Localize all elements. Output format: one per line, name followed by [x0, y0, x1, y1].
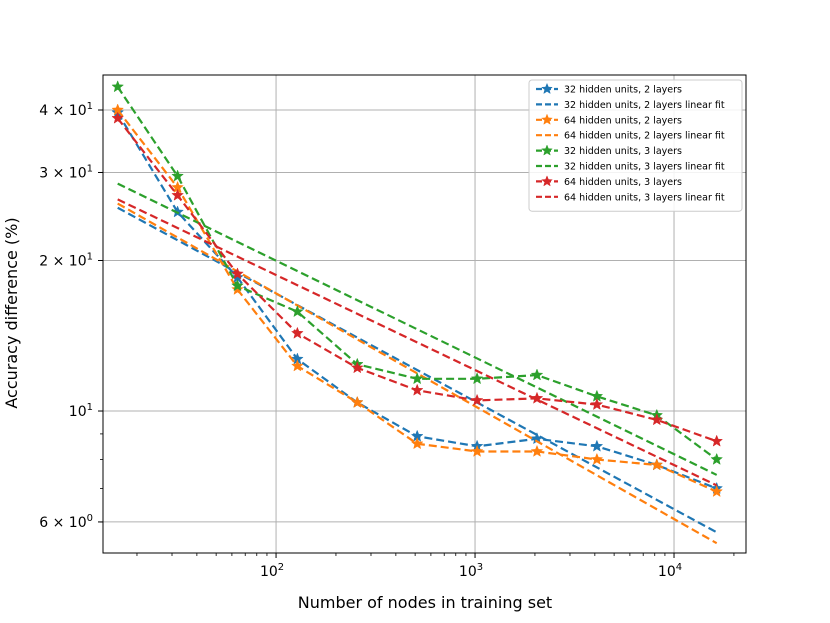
data-point: [650, 458, 664, 471]
series-5: [117, 182, 718, 476]
legend-entry: 64 hidden units, 3 layers: [536, 175, 682, 188]
legend-label: 64 hidden units, 3 layers linear fit: [564, 192, 725, 203]
data-point: [470, 372, 484, 385]
data-point: [231, 282, 244, 295]
y-tick-label: 2 × 101: [39, 252, 93, 270]
data-point: [291, 359, 304, 372]
legend-entry: 64 hidden units, 2 layers linear fit: [536, 131, 725, 142]
data-point: [171, 188, 184, 201]
data-point: [590, 439, 604, 452]
legend-label: 32 hidden units, 2 layers linear fit: [564, 100, 725, 111]
legend-label: 32 hidden units, 3 layers linear fit: [564, 162, 725, 173]
legend-marker: [541, 113, 553, 125]
legend-label: 64 hidden units, 3 layers: [564, 177, 682, 188]
data-point: [530, 368, 544, 381]
data-point: [410, 383, 424, 396]
data-point: [650, 413, 664, 426]
data-point: [710, 484, 724, 497]
y-tick-label: 6 × 100: [39, 513, 93, 531]
data-point: [350, 395, 364, 408]
y-tick-exponent: 1: [87, 252, 93, 263]
x-tick-exponent: 2: [278, 562, 284, 573]
series-3: [117, 202, 718, 545]
y-tick-exponent: 1: [87, 163, 93, 174]
y-tick-exponent: 1: [87, 402, 93, 413]
y-tick-label: 3 × 101: [39, 163, 93, 181]
legend: 32 hidden units, 2 layers 32 hidden units…: [528, 79, 743, 212]
legend-entry: 64 hidden units, 3 layers linear fit: [536, 192, 725, 203]
data-point: [291, 326, 304, 339]
series-layer: [111, 80, 724, 545]
legend-entry: 32 hidden units, 2 layers: [536, 82, 682, 96]
x-axis-label: Number of nodes in training set: [298, 593, 552, 612]
x-tick-exponent: 3: [477, 562, 483, 573]
data-point: [111, 80, 125, 93]
data-point: [710, 434, 724, 447]
y-tick-label: 4 × 101: [39, 101, 93, 119]
fit-line: [117, 206, 718, 534]
legend-entry: 32 hidden units, 3 layers linear fit: [536, 162, 725, 173]
data-point: [350, 361, 364, 374]
y-tick-exponent: 1: [87, 101, 93, 112]
data-point: [470, 393, 484, 406]
legend-label: 64 hidden units, 2 layers: [564, 115, 682, 126]
legend-entry: 32 hidden units, 2 layers linear fit: [536, 100, 725, 111]
fit-line: [117, 198, 718, 487]
data-point: [111, 111, 125, 124]
y-tick-exponent: 0: [87, 513, 93, 524]
legend-marker: [541, 144, 553, 156]
data-point: [171, 169, 184, 182]
data-point: [530, 444, 544, 457]
legend-label: 32 hidden units, 3 layers: [564, 146, 682, 157]
fit-line: [117, 182, 718, 476]
plot-frame: [102, 74, 747, 554]
data-point: [470, 444, 484, 457]
legend-entry: 32 hidden units, 3 layers: [536, 144, 682, 157]
legend-marker: [541, 82, 553, 94]
data-point: [710, 452, 724, 465]
data-point: [410, 437, 424, 450]
data-point: [231, 267, 244, 280]
y-axis-label: Accuracy difference (%): [2, 217, 21, 408]
x-tick-exponent: 4: [676, 562, 682, 573]
data-point: [590, 452, 604, 465]
data-point: [231, 279, 244, 292]
legend-label: 64 hidden units, 2 layers linear fit: [564, 131, 725, 142]
data-point: [291, 305, 304, 318]
legend-entry: 64 hidden units, 2 layers: [536, 113, 682, 126]
series-7: [117, 198, 718, 487]
legend-box: [528, 79, 743, 212]
legend-marker: [541, 175, 553, 187]
data-point: [590, 397, 604, 411]
legend-label: 32 hidden units, 2 layers: [564, 85, 682, 96]
series-1: [117, 206, 718, 534]
fit-line: [117, 202, 718, 545]
data-point: [410, 372, 424, 385]
